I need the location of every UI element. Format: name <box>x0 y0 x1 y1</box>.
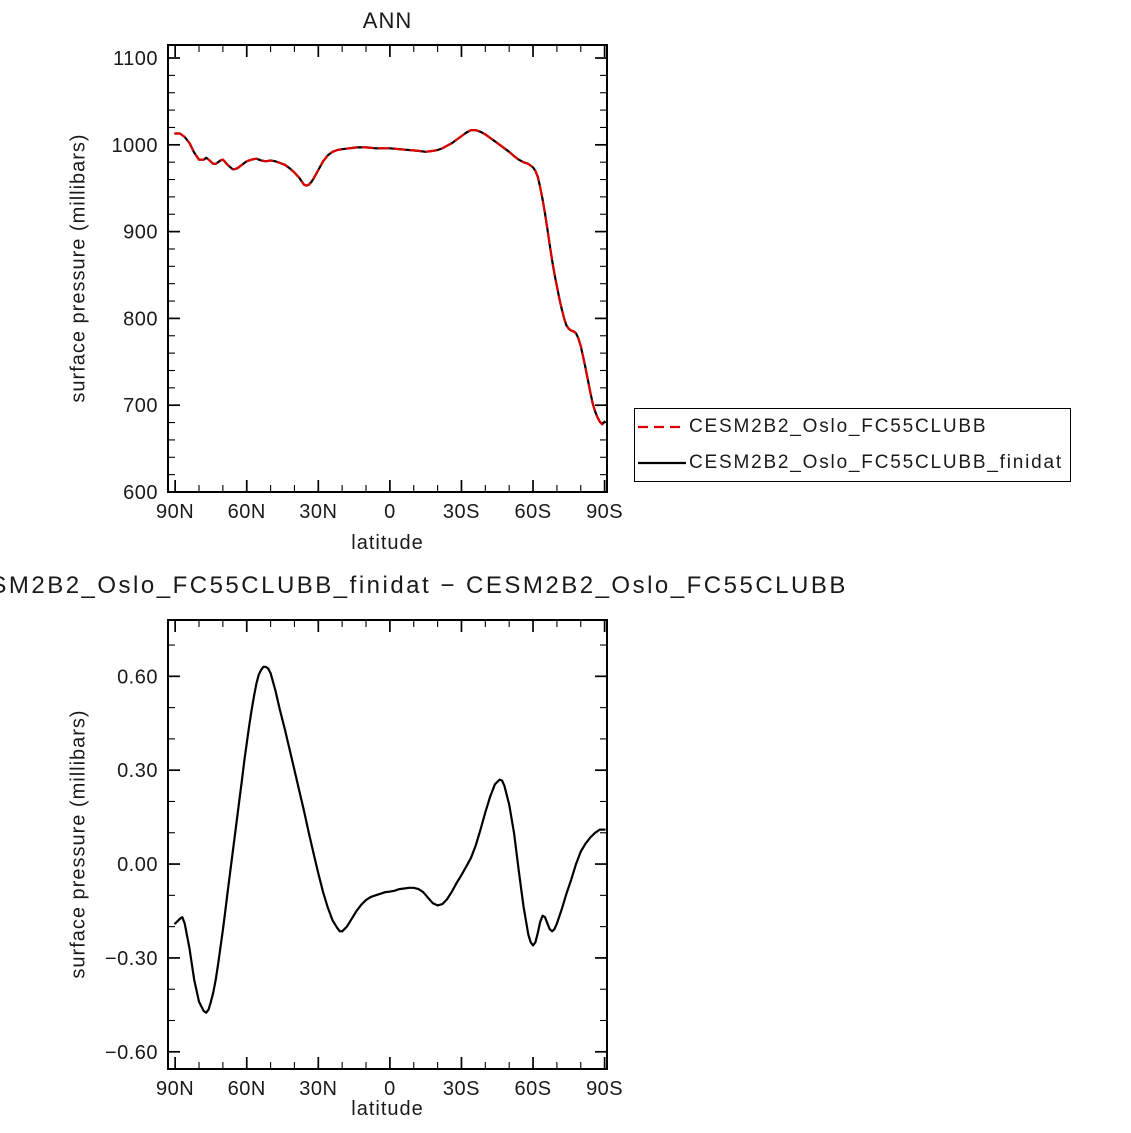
tick-labels: 90N 60N 30N 0 30S 60S 90S 600 700 800 900 1000 1100 <box>112 48 623 523</box>
x-tick-label: 30N <box>299 1078 337 1100</box>
x-tick-label: 0 <box>384 501 396 523</box>
chart-title-ann: ANN <box>362 8 413 33</box>
y-axis-label-top: surface pressure (millibars) <box>67 133 90 403</box>
chart-title-difference: CESM2B2_Oslo_FC55CLUBB_finidat − CESM2B2… <box>0 572 848 599</box>
x-tick-label: 90S <box>586 501 623 523</box>
legend: CESM2B2_Oslo_FC55CLUBB CESM2B2_Oslo_FC55… <box>634 408 1071 482</box>
axis-ticks <box>168 45 607 493</box>
x-tick-label: 90S <box>586 1078 623 1100</box>
y-tick-label: −0.60 <box>105 1042 158 1064</box>
series-CESM2B2_Oslo_FC55CLUBB <box>174 129 606 426</box>
y-tick-label: −0.30 <box>105 948 158 970</box>
y-tick-label: 800 <box>123 308 158 330</box>
y-tick-label: 600 <box>123 482 158 504</box>
legend-solid-line-icon <box>638 461 686 465</box>
x-tick-label: 60N <box>228 501 266 523</box>
y-tick-label: 1000 <box>112 135 159 157</box>
plot-frame <box>167 619 608 1070</box>
y-tick-label: 900 <box>123 222 158 244</box>
x-tick-label: 30N <box>299 501 337 523</box>
plot-frame <box>167 44 608 493</box>
y-axis-label-bottom: surface pressure (millibars) <box>67 709 90 979</box>
x-axis-label-top: latitude <box>351 532 424 554</box>
x-tick-label: 30S <box>443 1078 480 1100</box>
y-tick-label: 0.00 <box>117 854 158 876</box>
series-difference <box>174 665 606 1014</box>
x-tick-label: 90N <box>156 501 194 523</box>
legend-entry: CESM2B2_Oslo_FC55CLUBB_finidat <box>635 445 1070 481</box>
y-tick-label: 0.60 <box>117 666 158 688</box>
x-tick-label: 60N <box>228 1078 266 1100</box>
x-axis-label-bottom: latitude <box>351 1098 424 1120</box>
y-tick-label: 0.30 <box>117 760 158 782</box>
axis-ticks <box>168 620 607 1069</box>
x-tick-label: 90N <box>156 1078 194 1100</box>
x-tick-label: 60S <box>514 501 551 523</box>
series-CESM2B2_Oslo_FC55CLUBB_finidat <box>174 129 606 426</box>
tick-labels: 90N 60N 30N 0 30S 60S 90S 0.60 0.30 0.00 −0.30 −0.6… <box>105 666 623 1100</box>
x-tick-label: 60S <box>514 1078 551 1100</box>
y-tick-label: 700 <box>123 395 158 417</box>
y-tick-label: 1100 <box>113 48 158 70</box>
legend-label: CESM2B2_Oslo_FC55CLUBB_finidat <box>689 452 1063 473</box>
legend-entry: CESM2B2_Oslo_FC55CLUBB <box>635 409 1070 445</box>
chart-surface-pressure-ann: 90N 60N 30N 0 30S 60S 90S 600 700 800 900 1000 1100 <box>112 44 623 523</box>
x-tick-label: 30S <box>443 501 480 523</box>
x-tick-label: 0 <box>384 1078 396 1100</box>
chart-surface-pressure-diff: 90N 60N 30N 0 30S 60S 90S 0.60 0.30 0.00 −0.30 −0.6… <box>105 619 623 1100</box>
legend-dashed-line-icon <box>638 425 686 429</box>
legend-label: CESM2B2_Oslo_FC55CLUBB <box>689 416 988 437</box>
